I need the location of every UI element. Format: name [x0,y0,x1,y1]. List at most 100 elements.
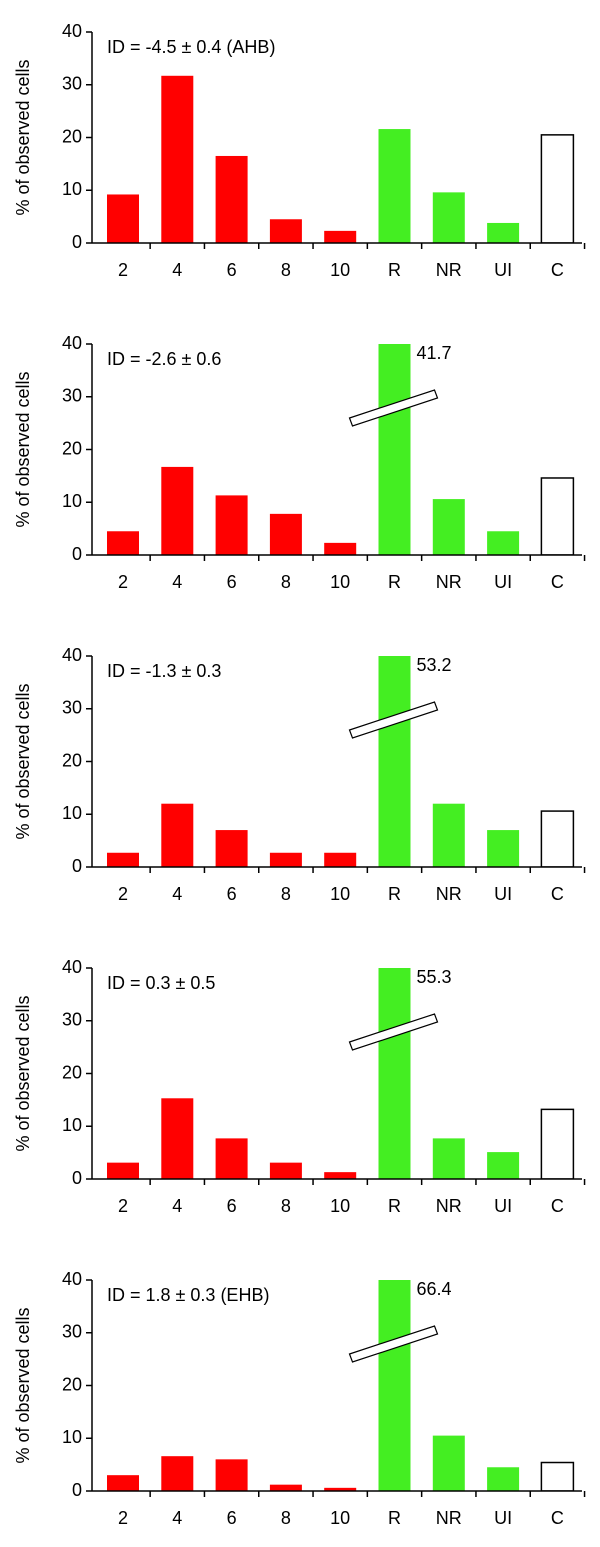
y-axis-label: % of observed cells [13,371,33,527]
bar [107,1475,139,1491]
bar [432,803,465,867]
x-tick-label: 6 [227,260,237,280]
x-tick-label: 6 [227,1196,237,1216]
bar [324,230,357,243]
axis-break [348,1325,439,1363]
bar [378,1280,411,1491]
bar [540,810,575,867]
x-tick-label: UI [494,1196,512,1216]
bar [107,531,139,555]
bar [269,513,302,555]
bar [378,344,411,555]
annotation: ID = 0.3 ± 0.5 [107,973,215,993]
bar [215,1138,248,1179]
x-tick-label: 8 [281,260,291,280]
bar [378,129,411,243]
y-tick-label: 40 [62,333,82,353]
bar [487,1152,520,1179]
bar [269,1162,302,1179]
bar [161,1098,194,1179]
annotation: ID = -1.3 ± 0.3 [107,661,221,681]
bar [161,803,194,867]
bar [269,852,302,867]
x-tick-label: 4 [172,1196,182,1216]
y-tick-label: 20 [62,126,82,146]
x-tick-label: 6 [227,572,237,592]
y-tick-label: 40 [62,1269,82,1289]
value-label: 66.4 [417,1279,452,1299]
x-tick-label: NR [436,260,462,280]
x-tick-label: UI [494,884,512,904]
x-tick-label: 10 [330,572,350,592]
value-label: 41.7 [417,343,452,363]
x-tick-label: 10 [330,884,350,904]
bar [378,968,411,1179]
x-tick-label: 8 [281,1508,291,1528]
y-tick-label: 40 [62,21,82,41]
bar [324,1172,357,1179]
bar [540,1108,575,1179]
y-tick-label: 40 [62,957,82,977]
plot-area [107,968,575,1179]
bar [269,1484,302,1491]
x-tick-label: 4 [172,1508,182,1528]
x-tick-label: NR [436,1196,462,1216]
plot-area [107,656,575,867]
axis-break [348,1013,439,1051]
x-tick-label: 6 [227,1508,237,1528]
x-tick-label: R [388,884,401,904]
y-tick-label: 20 [62,438,82,458]
y-tick-label: 10 [62,491,82,511]
y-tick-label: 10 [62,803,82,823]
y-axis-label: % of observed cells [13,995,33,1151]
x-tick-label: NR [436,1508,462,1528]
x-tick-label: 2 [118,1196,128,1216]
bar [161,75,194,243]
plot-area [107,75,575,243]
y-tick-label: 0 [72,1480,82,1500]
y-tick-label: 10 [62,1427,82,1447]
axis-break [348,389,439,427]
x-tick-label: UI [494,1508,512,1528]
x-tick-label: 8 [281,1196,291,1216]
bar [215,830,248,867]
bar [487,830,520,867]
axis-break [348,701,439,739]
value-label: 53.2 [417,655,452,675]
value-label: 55.3 [417,967,452,987]
y-tick-label: 20 [62,1374,82,1394]
bar [215,495,248,555]
x-tick-label: C [551,1196,564,1216]
x-tick-label: C [551,260,564,280]
bar [432,192,465,243]
x-tick-label: 2 [118,884,128,904]
y-tick-label: 30 [62,74,82,94]
y-tick-label: 30 [62,698,82,718]
plot-area [107,344,575,555]
bar [432,499,465,555]
y-tick-label: 0 [72,544,82,564]
bar [161,466,194,555]
bar [487,531,520,555]
x-tick-label: 6 [227,884,237,904]
bar [107,1162,139,1179]
bar [324,852,357,867]
bar [540,1461,575,1491]
y-axis-label: % of observed cells [13,1307,33,1463]
x-tick-label: 8 [281,884,291,904]
y-tick-label: 0 [72,1168,82,1188]
x-tick-label: 2 [118,572,128,592]
bar [324,1487,357,1491]
y-axis-label: % of observed cells [13,683,33,839]
x-tick-label: R [388,1508,401,1528]
y-tick-label: 30 [62,386,82,406]
bar [107,852,139,867]
x-tick-label: NR [436,884,462,904]
x-tick-label: R [388,572,401,592]
x-tick-label: C [551,1508,564,1528]
x-tick-label: 10 [330,260,350,280]
x-tick-label: 10 [330,1196,350,1216]
x-tick-label: 8 [281,572,291,592]
annotation: ID = -4.5 ± 0.4 (AHB) [107,37,275,57]
